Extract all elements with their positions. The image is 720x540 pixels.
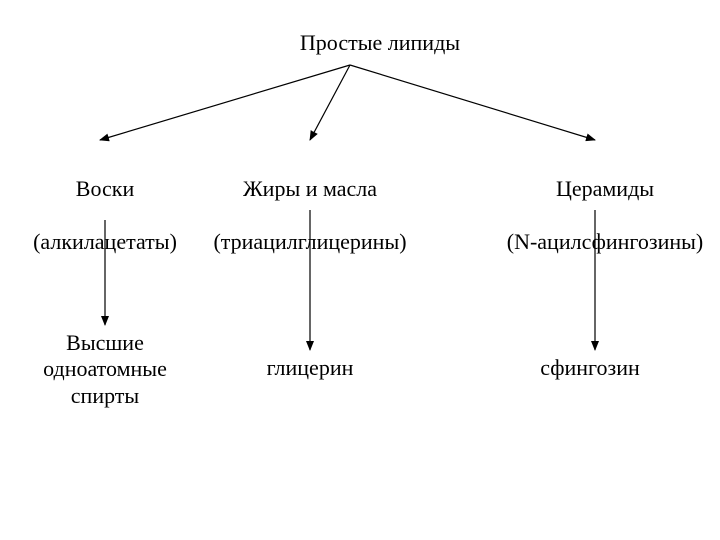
node-fats: Жиры и масла (триацилглицерины)	[195, 150, 425, 256]
diagram-arrows	[0, 0, 720, 540]
node-sphingosine: сфингозин	[520, 355, 660, 381]
node-ceramides-line2: (N-ацилсфингозины)	[507, 229, 704, 254]
node-fats-line2: (триацилглицерины)	[213, 229, 406, 254]
node-fats-line1: Жиры и масла	[243, 176, 377, 201]
tree-edge	[100, 65, 350, 140]
node-ceramides: Церамиды (N-ацилсфингозины)	[490, 150, 720, 256]
node-glycerin: глицерин	[240, 355, 380, 381]
node-waxes: Воски (алкилацетаты)	[20, 150, 190, 256]
tree-edge	[350, 65, 595, 140]
node-root: Простые липиды	[280, 30, 480, 56]
node-waxes-line1: Воски	[76, 176, 134, 201]
node-waxes-line2: (алкилацетаты)	[33, 229, 177, 254]
tree-edge	[310, 65, 350, 140]
node-alcohols: Высшие одноатомные спирты	[30, 330, 180, 409]
node-ceramides-line1: Церамиды	[556, 176, 654, 201]
